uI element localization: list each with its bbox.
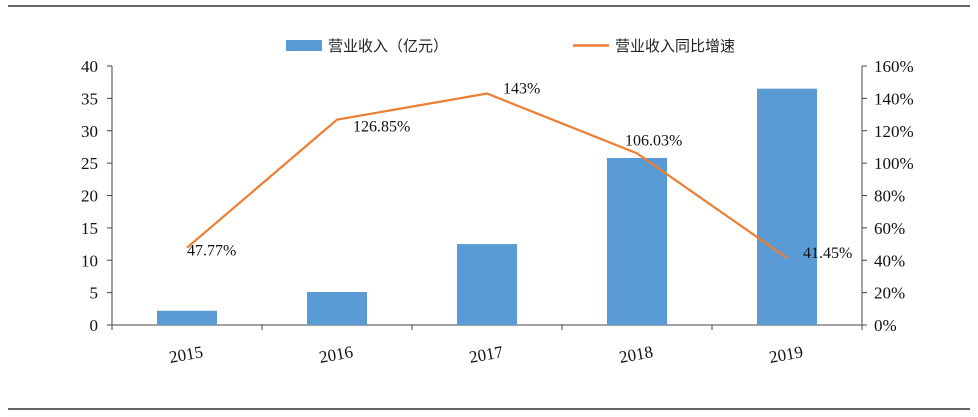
growth-line bbox=[186, 92, 788, 259]
line-series bbox=[186, 92, 788, 259]
line-data-label: 106.03% bbox=[625, 132, 682, 149]
bar bbox=[457, 244, 517, 325]
left-tick-label: 35 bbox=[81, 89, 98, 108]
right-tick-label: 0% bbox=[874, 316, 897, 335]
legend-bar-label: 营业收入（亿元） bbox=[328, 37, 448, 55]
x-tick-label: 2017 bbox=[468, 342, 505, 367]
right-tick-label: 140% bbox=[874, 89, 914, 108]
legend-line-label: 营业收入同比增速 bbox=[615, 37, 735, 55]
left-tick-label: 40 bbox=[81, 57, 98, 76]
right-tick-label: 160% bbox=[874, 57, 914, 76]
bar-series bbox=[157, 88, 817, 325]
bar bbox=[757, 88, 817, 325]
line-data-label: 47.77% bbox=[187, 243, 236, 260]
bar bbox=[157, 310, 217, 325]
line-data-label: 143% bbox=[503, 81, 540, 98]
x-tick-label: 2018 bbox=[618, 342, 655, 367]
left-tick-label: 5 bbox=[90, 284, 99, 303]
right-tick-label: 80% bbox=[874, 187, 905, 206]
left-tick-label: 30 bbox=[81, 122, 98, 141]
x-tick-label: 2019 bbox=[768, 342, 805, 367]
left-tick-label: 25 bbox=[81, 154, 98, 173]
right-tick-label: 20% bbox=[874, 284, 905, 303]
x-tick-label: 2016 bbox=[318, 342, 355, 367]
line-data-label: 126.85% bbox=[353, 119, 410, 136]
legend-bar-swatch bbox=[286, 40, 322, 51]
right-tick-label: 120% bbox=[874, 122, 914, 141]
bar bbox=[607, 157, 667, 325]
left-tick-label: 10 bbox=[81, 251, 98, 270]
left-tick-label: 15 bbox=[81, 219, 98, 238]
line-data-label: 41.45% bbox=[803, 245, 852, 262]
right-tick-label: 60% bbox=[874, 219, 905, 238]
data-labels: 47.77% 126.85% 143% 106.03% 41.45% bbox=[187, 81, 852, 262]
x-tick-label: 2015 bbox=[168, 342, 205, 367]
left-tick-label: 20 bbox=[81, 187, 98, 206]
legend: 营业收入（亿元） 营业收入同比增速 bbox=[286, 37, 735, 55]
right-tick-label: 40% bbox=[874, 251, 905, 270]
left-tick-label: 0 bbox=[90, 316, 99, 335]
bar bbox=[307, 291, 367, 325]
right-tick-label: 100% bbox=[874, 154, 914, 173]
